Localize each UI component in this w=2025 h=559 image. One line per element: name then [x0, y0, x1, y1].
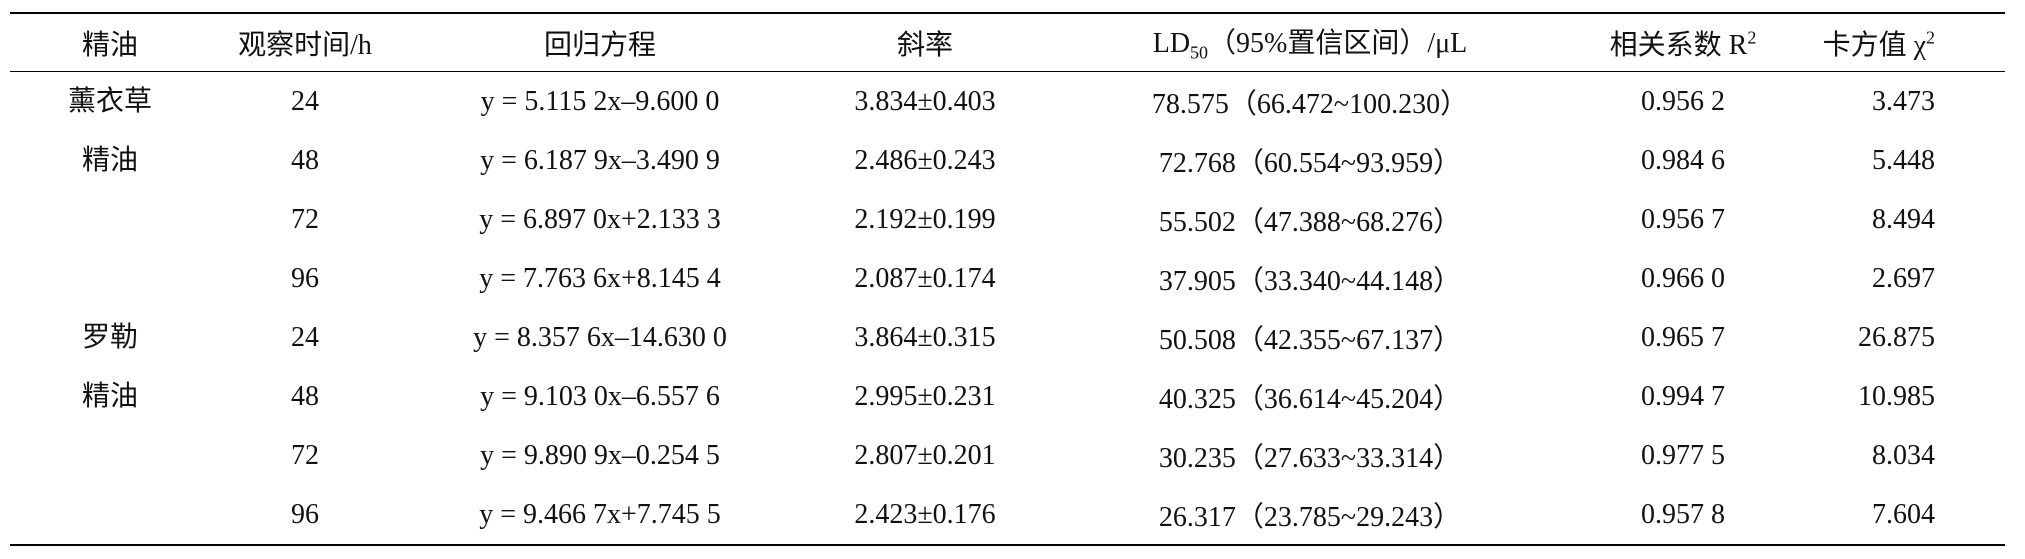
cell: 7.604 [1796, 485, 2005, 546]
cell: 0.957 8 [1570, 485, 1796, 546]
cell: 72 [291, 439, 319, 471]
table-row: 72 y = 9.890 9x–0.254 5 2.807±0.201 30.235（… [10, 426, 2005, 485]
cell: 2.697 [1872, 262, 1935, 294]
cell: 2.423±0.176 [800, 485, 1050, 546]
header-text: （95%置信区间）/μL [1208, 28, 1468, 60]
group-name: 精油 [81, 381, 138, 412]
header-cell: 回归方程 [400, 12, 800, 72]
table-row: 薰衣草精油 24 y = 5.115 2x–9.600 0 3.834±0.403 78… [10, 72, 2005, 177]
cell: 26.875 [1858, 321, 1935, 353]
header-text: 相关系数 R [1609, 29, 1748, 61]
header-superscript: 2 [1926, 27, 1935, 48]
cell: 10.985 [1858, 380, 1935, 412]
cell: 0.966 0 [1641, 262, 1725, 294]
header-cell: 卡方值 χ2 [1796, 12, 2005, 72]
cell: y = 9.466 7x+7.745 5 [400, 485, 800, 546]
table-row: 96 y = 7.763 6x+8.145 4 2.087±0.174 37.905（… [10, 249, 2005, 308]
cell: y = 9.103 0x–6.557 6 [480, 380, 720, 412]
header-row: 精油 观察时间/h 回归方程 斜率 LD50（95%置信区间）/μL 相关系数 R2 卡方值… [10, 12, 2005, 72]
group-name: 罗勒 [81, 322, 138, 353]
cell: 2.087±0.174 [854, 262, 996, 294]
header-cell: 斜率 [800, 12, 1050, 72]
cell: 50.508（42.355~67.137） [1158, 324, 1462, 356]
cell: y = 9.890 9x–0.254 5 [480, 439, 720, 471]
cell: 48 [291, 144, 319, 176]
cell: 3.834±0.403 [854, 85, 996, 117]
cell: 2.807±0.201 [854, 439, 996, 471]
cell: 3.473 [1872, 85, 1935, 117]
group-name: 薰衣草 [67, 86, 152, 117]
cell: 0.956 2 [1641, 85, 1725, 117]
cell: 0.965 7 [1641, 321, 1725, 353]
table-row: 96 y = 9.466 7x+7.745 5 2.423±0.176 26.317（… [10, 485, 2005, 546]
cell: 48 [291, 380, 319, 412]
cell: 96 [210, 485, 400, 546]
cell: 0.956 7 [1641, 203, 1725, 235]
cell: 2.486±0.243 [854, 144, 996, 176]
cell: y = 8.357 6x–14.630 0 [473, 321, 727, 353]
cell: 8.034 [1872, 439, 1935, 471]
cell: 72.768（60.554~93.959） [1158, 147, 1462, 179]
header-cell: 观察时间/h [210, 12, 400, 72]
cell: 24 [291, 85, 319, 117]
cell: 26.317（23.785~29.243） [1050, 485, 1570, 546]
group-name: 精油 [81, 145, 138, 176]
header-text: 精油 [81, 29, 138, 61]
cell: y = 6.187 9x–3.490 9 [480, 144, 720, 176]
cell: 30.235（27.633~33.314） [1158, 442, 1462, 474]
header-subscript: 50 [1190, 42, 1209, 63]
table-body: 薰衣草精油 24 y = 5.115 2x–9.600 0 3.834±0.403 78… [10, 72, 2005, 546]
group-cell: 薰衣草 精油 [10, 72, 210, 309]
cell: 5.448 [1872, 144, 1935, 176]
table-row: 72 y = 6.897 0x+2.133 3 2.192±0.199 55.502（… [10, 190, 2005, 249]
cell: 0.977 5 [1641, 439, 1725, 471]
table-row: 48 y = 6.187 9x–3.490 9 2.486±0.243 72.768（… [10, 131, 2005, 190]
header-cell: 精油 [10, 12, 210, 72]
cell: 40.325（36.614~45.204） [1158, 383, 1462, 415]
group-cell: 罗勒 精油 [10, 308, 210, 546]
cell: 0.994 7 [1641, 380, 1725, 412]
table-row: 48 y = 9.103 0x–6.557 6 2.995±0.231 40.325（… [10, 367, 2005, 426]
cell: 24 [291, 321, 319, 353]
header-superscript: 2 [1747, 27, 1757, 48]
cell: y = 6.897 0x+2.133 3 [479, 203, 721, 235]
header-text: LD [1152, 28, 1191, 60]
cell: 96 [291, 262, 319, 294]
header-text: 斜率 [896, 29, 953, 61]
data-table: 精油 观察时间/h 回归方程 斜率 LD50（95%置信区间）/μL 相关系数 R2 卡方值… [10, 12, 2005, 546]
cell: 37.905（33.340~44.148） [1158, 265, 1462, 297]
cell: 55.502（47.388~68.276） [1158, 206, 1462, 238]
cell: 8.494 [1872, 203, 1935, 235]
header-cell: 相关系数 R2 [1570, 12, 1796, 72]
cell: 2.192±0.199 [854, 203, 996, 235]
header-text: 观察时间/h [238, 29, 372, 61]
header-text: 卡方值 χ [1822, 29, 1926, 61]
cell: y = 7.763 6x+8.145 4 [479, 262, 721, 294]
cell: 78.575（66.472~100.230） [1151, 88, 1469, 120]
cell: 72 [291, 203, 319, 235]
cell: y = 5.115 2x–9.600 0 [480, 85, 720, 117]
cell: 3.864±0.315 [854, 321, 996, 353]
cell: 0.984 6 [1641, 144, 1725, 176]
header-text: 回归方程 [543, 29, 656, 61]
table-row: 罗勒精油 24 y = 8.357 6x–14.630 0 3.864±0.315 50… [10, 308, 2005, 546]
cell: 2.995±0.231 [854, 380, 996, 412]
header-cell: LD50（95%置信区间）/μL [1050, 12, 1570, 72]
